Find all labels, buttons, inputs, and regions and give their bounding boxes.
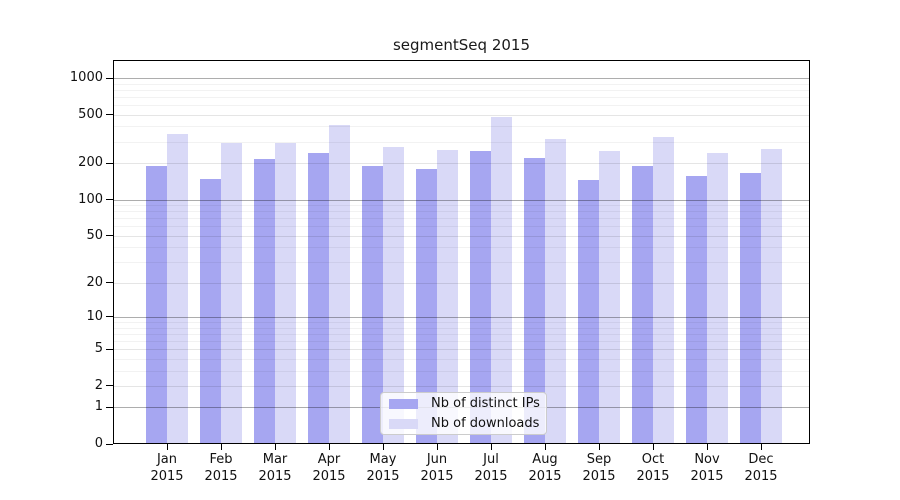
legend-swatch-distinct-ips bbox=[389, 398, 418, 409]
x-tick-label: Jun 2015 bbox=[420, 452, 454, 484]
x-tick-mark bbox=[544, 444, 546, 450]
x-tick-label: Dec 2015 bbox=[744, 452, 778, 484]
y-tick-mark bbox=[106, 162, 113, 164]
y-tick-mark bbox=[106, 406, 113, 408]
x-tick-label: Jul 2015 bbox=[474, 452, 508, 484]
y-tick-label: 0 bbox=[94, 436, 103, 451]
x-tick-label: Sep 2015 bbox=[582, 452, 616, 484]
x-tick-mark bbox=[382, 444, 384, 450]
legend-label: Nb of distinct IPs bbox=[431, 396, 540, 411]
legend-label: Nb of downloads bbox=[431, 416, 540, 431]
x-tick-mark bbox=[760, 444, 762, 450]
x-tick-mark bbox=[490, 444, 492, 450]
x-tick-label: Feb 2015 bbox=[204, 452, 238, 484]
x-tick-mark bbox=[220, 444, 222, 450]
y-tick-label: 500 bbox=[78, 106, 103, 122]
y-tick-label: 1 bbox=[94, 399, 103, 415]
y-tick-label: 50 bbox=[86, 227, 103, 243]
y-tick-mark bbox=[106, 385, 113, 387]
x-tick-label: Oct 2015 bbox=[636, 452, 670, 484]
y-tick-label: 20 bbox=[86, 274, 103, 290]
x-tick-mark bbox=[274, 444, 276, 450]
y-tick-mark bbox=[106, 348, 113, 350]
x-tick-label: Nov 2015 bbox=[690, 452, 724, 484]
y-tick-label: 1000 bbox=[69, 70, 103, 85]
x-tick-mark bbox=[328, 444, 330, 450]
x-tick-label: May 2015 bbox=[366, 452, 400, 484]
y-tick-label: 2 bbox=[94, 377, 103, 393]
x-tick-label: Aug 2015 bbox=[528, 452, 562, 484]
x-tick-label: Mar 2015 bbox=[258, 452, 292, 484]
y-tick-mark bbox=[106, 199, 113, 200]
x-tick-mark bbox=[706, 444, 708, 450]
y-tick-mark bbox=[106, 443, 113, 445]
plot-area bbox=[113, 60, 810, 444]
chart-title: segmentSeq 2015 bbox=[392, 36, 530, 54]
legend-item-distinct-ips: Nb of distinct IPs bbox=[389, 396, 540, 411]
legend: Nb of distinct IPs Nb of downloads bbox=[380, 392, 547, 435]
y-tick-label: 100 bbox=[78, 191, 103, 207]
y-tick-mark bbox=[106, 114, 113, 116]
x-tick-mark bbox=[436, 444, 438, 450]
x-tick-label: Jan 2015 bbox=[150, 452, 184, 484]
y-tick-mark bbox=[106, 316, 113, 318]
y-tick-mark bbox=[106, 282, 113, 284]
legend-item-downloads: Nb of downloads bbox=[389, 416, 540, 431]
y-tick-mark bbox=[106, 77, 113, 79]
y-tick-label: 10 bbox=[86, 308, 103, 324]
y-tick-label: 200 bbox=[78, 155, 103, 171]
legend-swatch-downloads bbox=[389, 418, 418, 429]
x-tick-mark bbox=[652, 444, 654, 450]
x-tick-mark bbox=[598, 444, 600, 450]
y-tick-mark bbox=[106, 235, 113, 237]
y-tick-label: 5 bbox=[94, 341, 103, 357]
x-tick-mark bbox=[166, 444, 168, 450]
x-tick-label: Apr 2015 bbox=[312, 452, 346, 484]
